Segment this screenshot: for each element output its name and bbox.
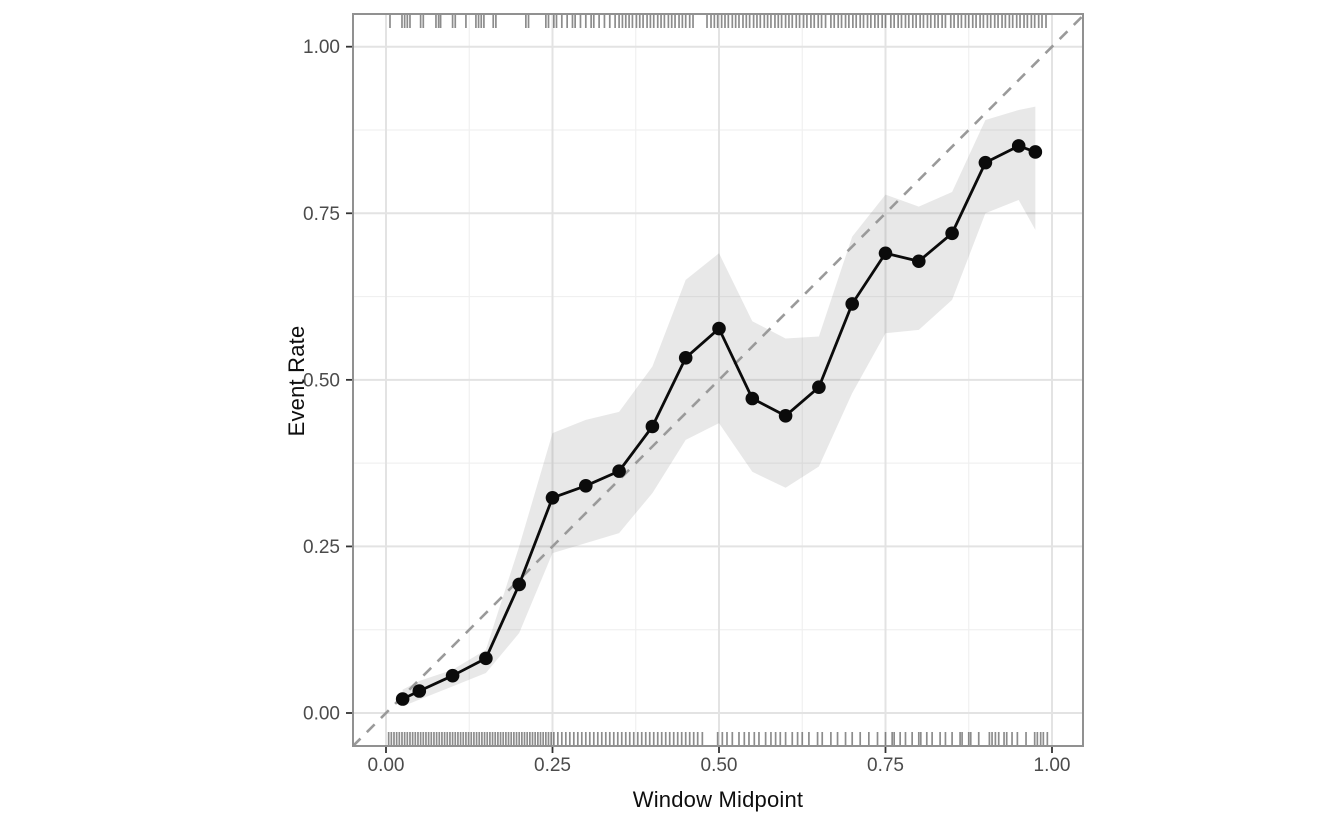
data-point bbox=[579, 478, 593, 493]
identity-line bbox=[353, 14, 1083, 746]
x-tick-label: 0.50 bbox=[701, 755, 738, 776]
x-tick-label: 0.00 bbox=[368, 755, 405, 776]
confidence-ribbon bbox=[402, 106, 1036, 707]
data-point bbox=[945, 226, 959, 241]
data-point bbox=[778, 409, 793, 423]
data-point bbox=[645, 419, 660, 434]
data-point bbox=[395, 692, 410, 706]
data-point bbox=[978, 155, 993, 170]
data-point bbox=[545, 490, 560, 505]
data-point bbox=[445, 668, 460, 683]
data-point bbox=[812, 380, 826, 394]
y-tick-label: 1.00 bbox=[303, 37, 340, 58]
data-point bbox=[612, 464, 626, 478]
data-point bbox=[845, 297, 859, 311]
y-tick-label: 0.25 bbox=[303, 537, 340, 558]
x-tick-label: 1.00 bbox=[1034, 755, 1071, 776]
data-point bbox=[512, 577, 526, 592]
y-tick-label: 0.50 bbox=[303, 370, 340, 391]
data-point bbox=[878, 246, 893, 261]
panel-clipped-layer bbox=[353, 14, 1083, 746]
data-point bbox=[412, 684, 427, 698]
data-point bbox=[712, 321, 726, 336]
data-point bbox=[479, 651, 493, 666]
data-point bbox=[678, 351, 693, 365]
panel-border bbox=[352, 13, 1084, 747]
x-axis-title: Window Midpoint bbox=[632, 787, 804, 812]
data-point bbox=[912, 254, 926, 269]
data-point bbox=[745, 391, 760, 406]
y-axis-title: Event Rate bbox=[284, 325, 309, 437]
data-point bbox=[1028, 145, 1043, 159]
x-tick-label: 0.75 bbox=[867, 755, 904, 776]
data-point bbox=[1011, 139, 1026, 153]
y-tick-label: 0.00 bbox=[303, 704, 340, 725]
y-tick-label: 0.75 bbox=[303, 204, 340, 225]
x-tick-label: 0.25 bbox=[534, 755, 571, 776]
